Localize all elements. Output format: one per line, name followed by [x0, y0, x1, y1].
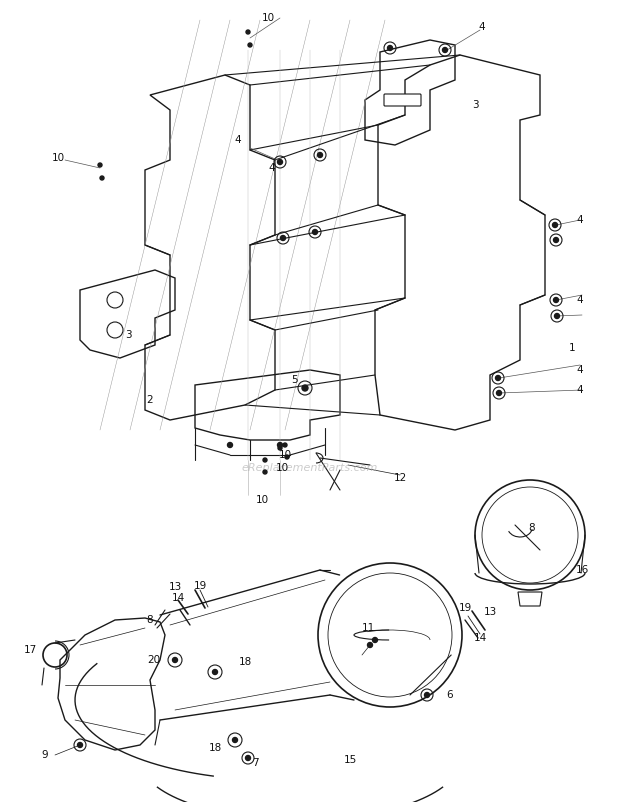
Circle shape [263, 470, 267, 474]
Circle shape [263, 458, 267, 462]
Text: 4: 4 [577, 295, 583, 305]
Text: 10: 10 [255, 495, 268, 505]
Text: 3: 3 [125, 330, 131, 340]
Circle shape [280, 236, 285, 241]
Circle shape [232, 738, 237, 743]
Circle shape [246, 755, 250, 760]
Circle shape [283, 443, 287, 447]
Text: 8: 8 [147, 615, 153, 625]
Text: 1: 1 [569, 343, 575, 353]
Circle shape [78, 743, 82, 747]
FancyBboxPatch shape [384, 94, 421, 106]
Text: 4: 4 [577, 365, 583, 375]
Circle shape [285, 455, 289, 459]
Text: 9: 9 [42, 750, 48, 760]
Text: 19: 19 [458, 603, 472, 613]
Circle shape [373, 638, 378, 642]
Text: 18: 18 [208, 743, 221, 753]
Text: eReplacementParts.com: eReplacementParts.com [242, 463, 378, 473]
Circle shape [443, 47, 448, 52]
Text: 13: 13 [169, 582, 182, 592]
Circle shape [278, 443, 283, 448]
Circle shape [497, 391, 502, 395]
Circle shape [495, 375, 500, 380]
Circle shape [317, 152, 322, 157]
Circle shape [248, 43, 252, 47]
Text: 10: 10 [278, 450, 291, 460]
Text: 10: 10 [262, 13, 275, 23]
Circle shape [278, 160, 283, 164]
Circle shape [100, 176, 104, 180]
Text: 5: 5 [291, 375, 298, 385]
Circle shape [302, 385, 308, 391]
Circle shape [213, 670, 218, 674]
Text: 6: 6 [446, 690, 453, 700]
Text: 4: 4 [577, 385, 583, 395]
Text: 3: 3 [472, 100, 478, 110]
Text: 17: 17 [24, 645, 37, 655]
Circle shape [228, 443, 232, 448]
Circle shape [98, 163, 102, 167]
Text: 2: 2 [147, 395, 153, 405]
Text: 4: 4 [479, 22, 485, 32]
Text: 10: 10 [51, 153, 64, 163]
Text: 20: 20 [148, 655, 161, 665]
Circle shape [368, 642, 373, 647]
Text: 4: 4 [577, 215, 583, 225]
Circle shape [388, 46, 392, 51]
Circle shape [554, 314, 559, 318]
Text: 15: 15 [343, 755, 356, 765]
Circle shape [425, 692, 430, 698]
Text: 4: 4 [235, 135, 241, 145]
Text: 14: 14 [171, 593, 185, 603]
Text: 19: 19 [193, 581, 206, 591]
Text: 12: 12 [393, 473, 407, 483]
Text: 13: 13 [484, 607, 497, 617]
Text: 11: 11 [361, 623, 374, 633]
Text: 7: 7 [252, 758, 259, 768]
Circle shape [278, 446, 282, 450]
Circle shape [554, 298, 559, 302]
Circle shape [246, 30, 250, 34]
Text: 8: 8 [529, 523, 535, 533]
Circle shape [312, 229, 317, 234]
Circle shape [554, 237, 559, 242]
Text: 14: 14 [474, 633, 487, 643]
Circle shape [172, 658, 177, 662]
Text: 16: 16 [575, 565, 588, 575]
Text: 18: 18 [238, 657, 252, 667]
Text: 4: 4 [268, 163, 275, 173]
Text: 10: 10 [275, 463, 288, 473]
Circle shape [552, 222, 557, 228]
